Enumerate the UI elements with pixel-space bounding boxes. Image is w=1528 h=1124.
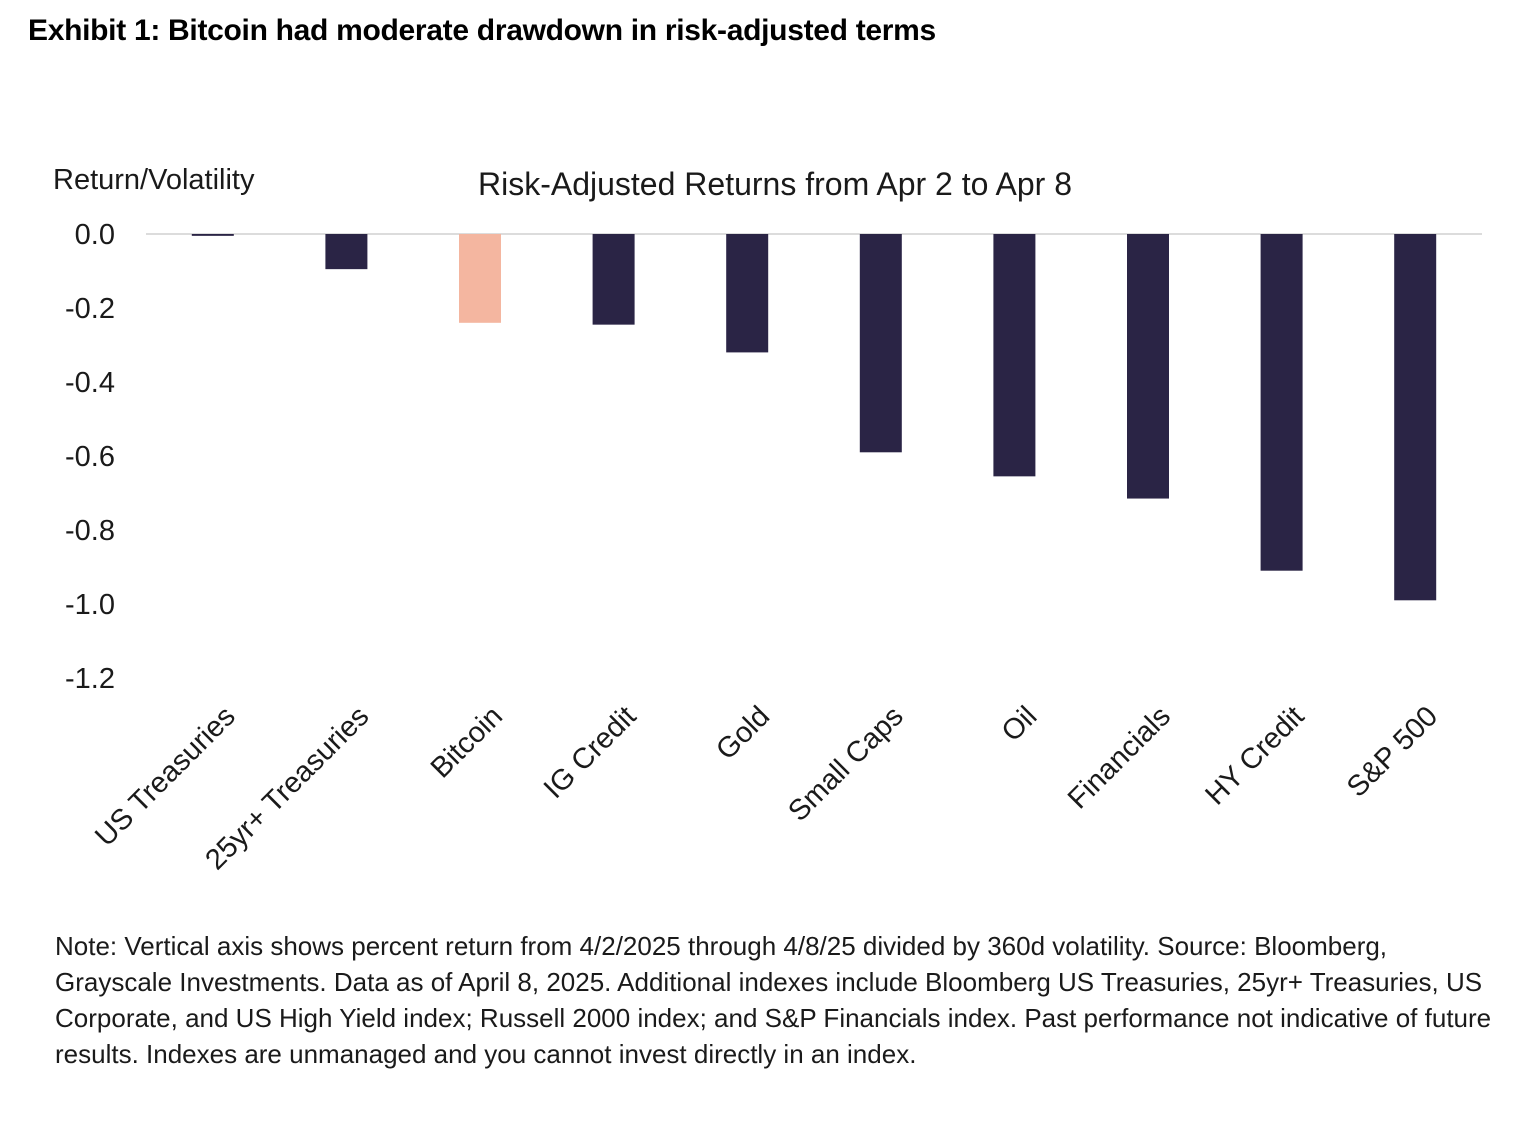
bar-bitcoin — [459, 234, 501, 323]
chart-title: Risk-Adjusted Returns from Apr 2 to Apr … — [478, 166, 1072, 202]
y-axis-ticks: 0.0 -0.2 -0.4 -0.6 -0.8 -1.0 -1.2 — [65, 219, 115, 695]
bar-financials — [1127, 234, 1169, 499]
bars — [191, 234, 1437, 601]
y-tick-label: -1.0 — [65, 589, 115, 621]
x-tick-label: US Treasuries — [89, 700, 242, 853]
x-tick-label: IG Credit — [538, 700, 643, 805]
y-tick-label: 0.0 — [75, 219, 115, 251]
bar-gold — [726, 234, 769, 353]
footnote: Note: Vertical axis shows percent return… — [55, 931, 1492, 1069]
y-tick-label: -1.2 — [65, 663, 115, 695]
y-tick-label: -0.4 — [65, 367, 115, 399]
y-axis-label: Return/Volatility — [53, 164, 255, 196]
x-tick-label: Gold — [710, 700, 776, 766]
y-tick-label: -0.6 — [65, 441, 115, 473]
bar-25yr-treasuries — [325, 234, 368, 270]
bar-us-treasuries — [191, 234, 234, 236]
bar-ig-credit — [592, 234, 635, 325]
y-tick-label: -0.2 — [65, 293, 115, 325]
bar-s-p-500 — [1394, 234, 1437, 601]
y-tick-label: -0.8 — [65, 515, 115, 547]
x-tick-label: Bitcoin — [425, 700, 509, 784]
bar-chart: Return/Volatility Risk-Adjusted Returns … — [53, 164, 1482, 876]
x-tick-label: Small Caps — [782, 700, 909, 827]
bar-hy-credit — [1260, 234, 1303, 571]
x-tick-label: Oil — [996, 700, 1044, 748]
exhibit-title: Exhibit 1: Bitcoin had moderate drawdown… — [28, 14, 936, 47]
x-tick-label: HY Credit — [1199, 700, 1310, 811]
x-tick-label: S&P 500 — [1341, 700, 1444, 803]
bar-oil — [993, 234, 1036, 477]
bar-small-caps — [859, 234, 902, 453]
x-tick-label: Financials — [1062, 700, 1177, 815]
